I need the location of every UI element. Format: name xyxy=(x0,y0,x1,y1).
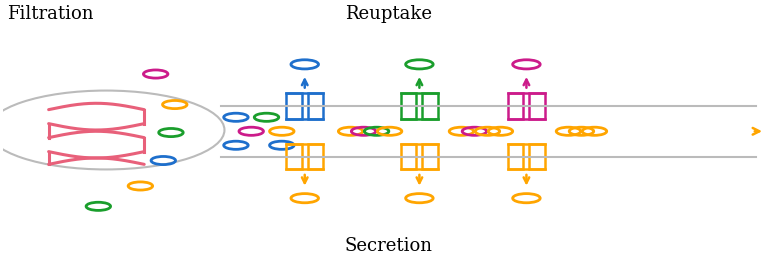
Bar xyxy=(401,93,417,119)
Bar xyxy=(401,144,417,170)
Bar xyxy=(308,93,323,119)
Text: Filtration: Filtration xyxy=(7,5,93,23)
Bar xyxy=(423,93,438,119)
Bar xyxy=(530,93,544,119)
Bar xyxy=(286,144,302,170)
Text: Reuptake: Reuptake xyxy=(345,5,432,23)
Bar xyxy=(423,144,438,170)
Bar xyxy=(286,93,302,119)
Bar xyxy=(530,144,544,170)
Text: Secretion: Secretion xyxy=(345,237,433,255)
Bar xyxy=(308,144,323,170)
Bar xyxy=(508,93,524,119)
Bar xyxy=(508,144,524,170)
